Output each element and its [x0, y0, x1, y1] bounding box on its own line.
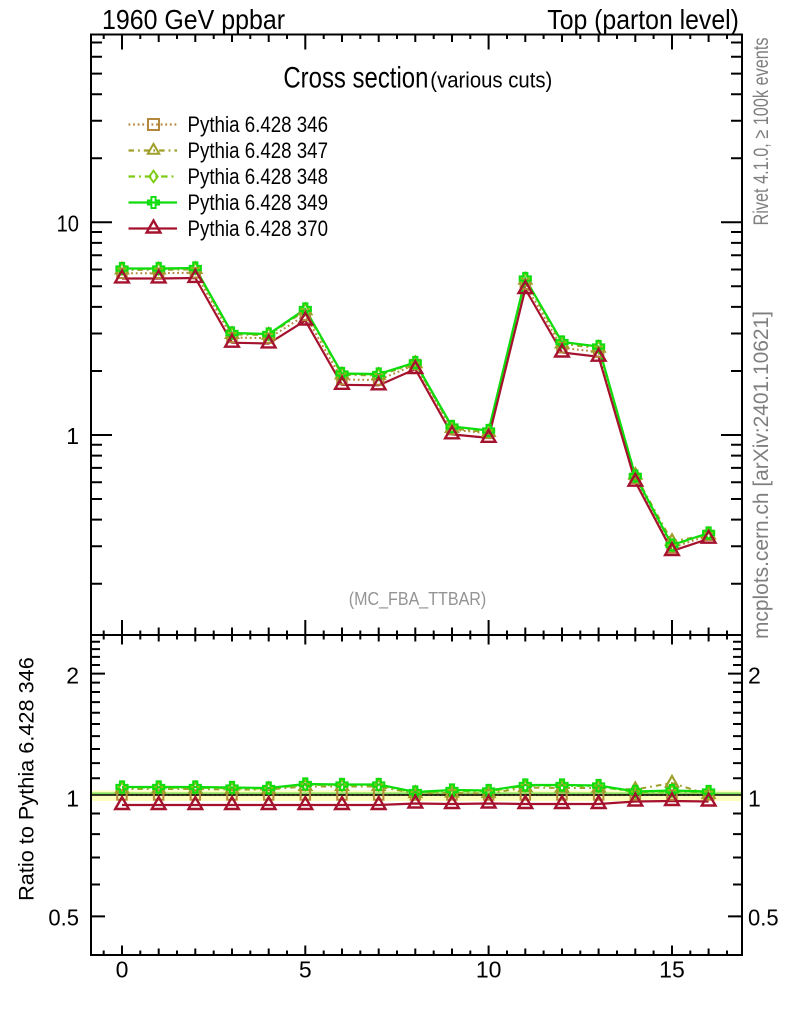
- svg-text:10: 10: [476, 956, 502, 982]
- svg-text:(MC_FBA_TTBAR): (MC_FBA_TTBAR): [349, 589, 487, 610]
- svg-text:2: 2: [66, 663, 79, 689]
- svg-text:2: 2: [748, 663, 761, 689]
- svg-text:Pythia 6.428 370: Pythia 6.428 370: [188, 216, 329, 241]
- svg-text:Top (parton level): Top (parton level): [547, 4, 739, 35]
- svg-text:Pythia 6.428 346: Pythia 6.428 346: [188, 112, 329, 137]
- svg-text:0.5: 0.5: [748, 905, 779, 931]
- svg-text:Cross section: Cross section: [283, 61, 428, 94]
- svg-text:Pythia 6.428 349: Pythia 6.428 349: [188, 190, 329, 215]
- svg-text:0.5: 0.5: [48, 905, 79, 931]
- svg-text:Pythia 6.428 347: Pythia 6.428 347: [188, 138, 329, 163]
- svg-text:1: 1: [66, 423, 79, 449]
- svg-text:0: 0: [116, 956, 129, 982]
- svg-text:1960 GeV ppbar: 1960 GeV ppbar: [102, 4, 285, 35]
- svg-text:1: 1: [748, 786, 761, 812]
- svg-text:(various cuts): (various cuts): [430, 67, 552, 92]
- svg-text:mcplots.cern.ch [arXiv:2401.10: mcplots.cern.ch [arXiv:2401.10621]: [750, 311, 773, 639]
- svg-text:15: 15: [659, 956, 685, 982]
- svg-text:Ratio to Pythia 6.428 346: Ratio to Pythia 6.428 346: [16, 657, 39, 901]
- svg-text:10: 10: [57, 210, 79, 236]
- svg-text:Pythia 6.428 348: Pythia 6.428 348: [188, 164, 329, 189]
- svg-text:5: 5: [299, 956, 312, 982]
- svg-text:1: 1: [66, 786, 79, 812]
- svg-text:Rivet 4.1.0, ≥ 100k events: Rivet 4.1.0, ≥ 100k events: [750, 38, 773, 226]
